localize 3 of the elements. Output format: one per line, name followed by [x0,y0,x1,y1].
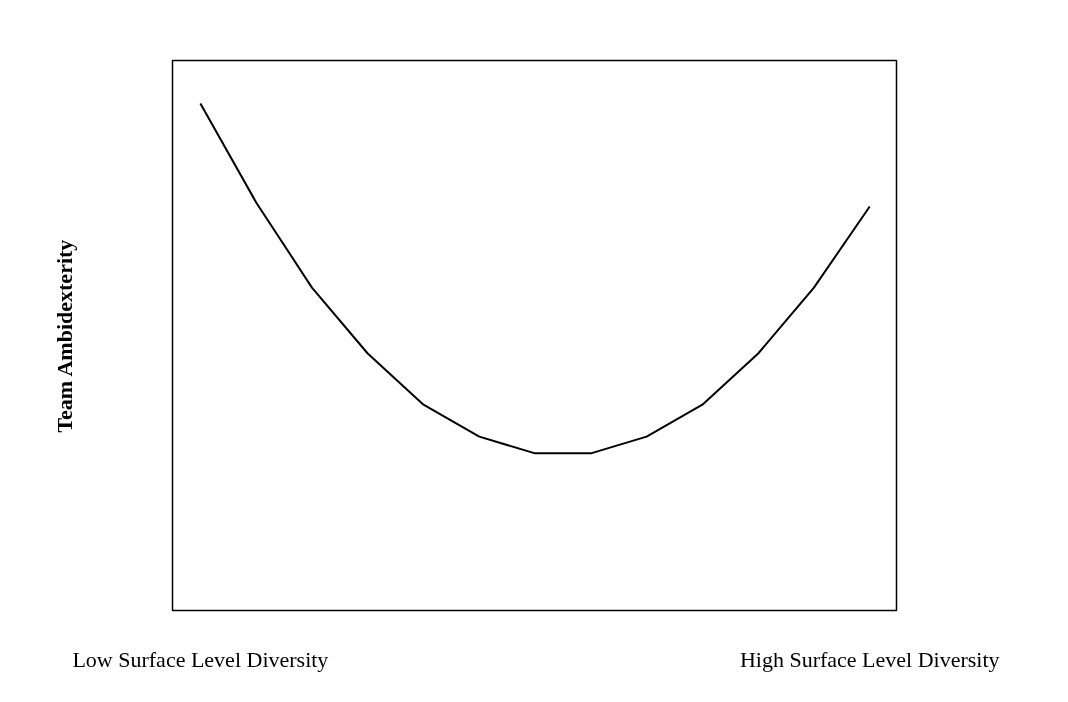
x-tick-label: Low Surface Level Diversity [72,646,329,672]
y-axis-title: Team Ambidexterity [51,239,77,433]
x-tick-label: High Surface Level Diversity [739,646,1000,672]
